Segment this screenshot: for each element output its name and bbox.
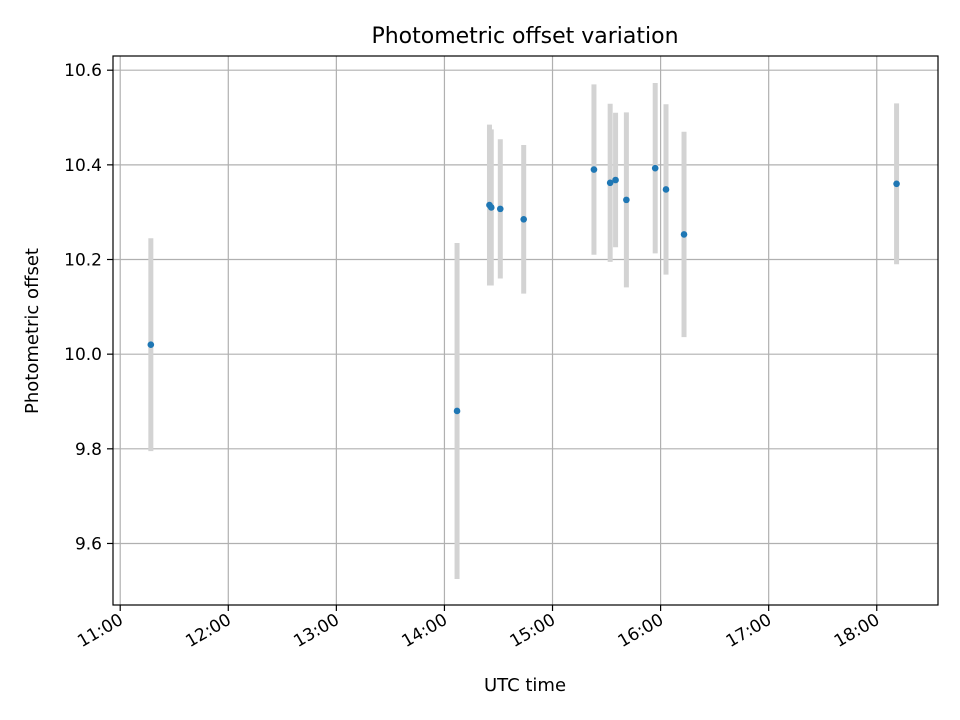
data-point (147, 341, 155, 348)
x-tick-label: 17:00 (723, 610, 775, 652)
y-ticks: 9.6 9.8 10.0 10.2 10.4 10.6 (64, 61, 113, 554)
data-point (496, 205, 504, 213)
y-tick-label: 9.6 (75, 534, 102, 554)
data-point (606, 179, 614, 187)
error-bars (148, 82, 900, 579)
x-tick-label: 12:00 (182, 610, 234, 652)
data-point (590, 166, 598, 173)
y-tick-label: 10.2 (64, 251, 102, 271)
y-tick-label: 10.6 (64, 61, 102, 81)
data-point (893, 180, 900, 188)
data-point (612, 176, 619, 184)
x-tick-label: 11:00 (74, 610, 126, 652)
data-point (651, 164, 659, 172)
x-tick-label: 15:00 (507, 610, 559, 652)
y-tick-label: 9.8 (75, 440, 102, 460)
x-axis-label: UTC time (484, 675, 566, 696)
x-tick-label: 14:00 (399, 610, 451, 652)
x-ticks: 11:00 12:00 13:00 14:00 15:00 16:00 17:00 18:00 (74, 605, 883, 652)
y-tick-label: 10.4 (64, 156, 102, 176)
data-point (662, 186, 670, 193)
x-tick-label: 13:00 (290, 610, 342, 652)
x-tick-label: 18:00 (831, 610, 883, 652)
plot-frame (112, 55, 939, 606)
data-point (623, 196, 630, 204)
chart-title: Photometric offset variation (371, 24, 678, 49)
y-tick-label: 10.0 (64, 345, 102, 365)
data-point (520, 215, 527, 223)
data-points (147, 164, 900, 415)
data-point (487, 204, 495, 211)
y-axis-label: Photometric offset (22, 248, 43, 414)
x-tick-label: 16:00 (615, 610, 667, 652)
data-point (453, 407, 461, 415)
grid (113, 56, 938, 605)
data-point (680, 231, 688, 238)
